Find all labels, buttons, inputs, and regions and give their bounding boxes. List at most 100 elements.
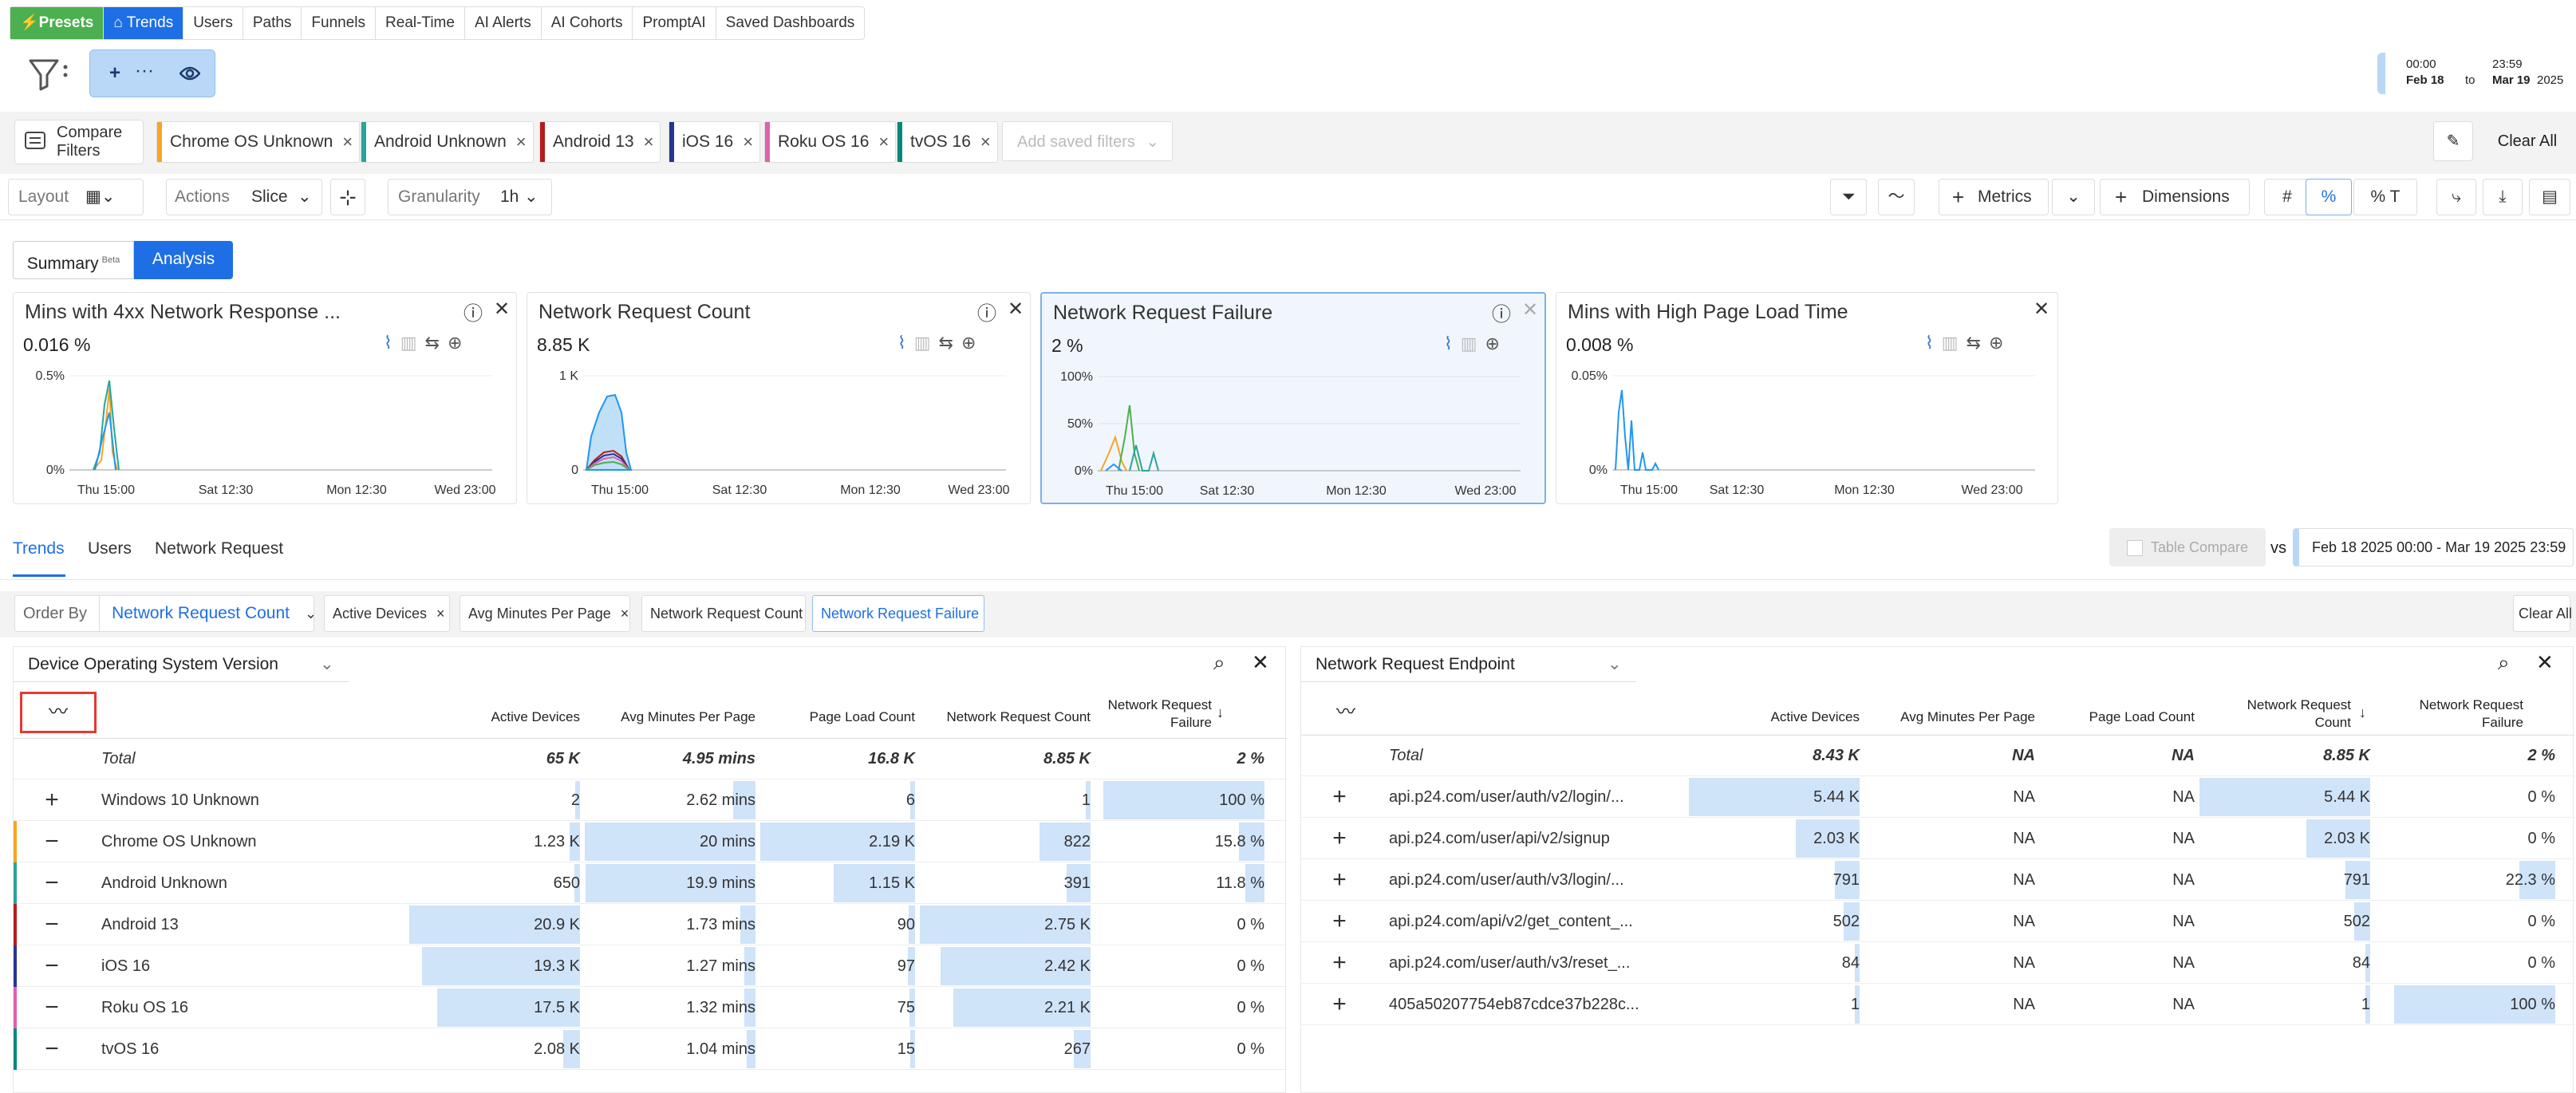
percent-total-mode-button[interactable]: % T [2353, 179, 2417, 215]
column-header[interactable]: Page Load Count [809, 709, 915, 724]
compare-chip[interactable]: Android Unknown × [361, 121, 534, 163]
table-row[interactable]: − Roku OS 16 17.5 K 1.32 mins 75 2.21 K 0 % [14, 987, 1287, 1028]
bar-chart-icon[interactable]: ▥ [913, 333, 931, 353]
column-header[interactable]: Network Request Failure [2419, 697, 2523, 730]
metric-chip[interactable]: Active Devices × [324, 595, 450, 632]
line-chart-icon[interactable]: ⌇ [384, 333, 393, 353]
tab-funnels[interactable]: Funnels [302, 7, 377, 39]
metric-chip[interactable]: Avg Minutes Per Page × [460, 595, 630, 632]
close-icon[interactable]: × [743, 132, 754, 152]
close-icon[interactable]: × [515, 132, 527, 152]
search-icon[interactable]: ⌕ [1213, 650, 1225, 674]
zoom-icon[interactable]: ⊕ [447, 333, 463, 353]
filter-icon[interactable] [24, 49, 72, 97]
column-header[interactable]: Avg Minutes Per Page [621, 709, 755, 724]
compare-chip[interactable]: iOS 16 × [669, 121, 761, 163]
eye-icon[interactable] [179, 65, 201, 87]
expand-icon[interactable]: + [1332, 825, 1347, 851]
column-header[interactable]: Page Load Count [2089, 709, 2195, 724]
collapse-icon[interactable]: − [45, 1036, 59, 1062]
metric-card[interactable]: Mins with 4xx Network Response ... ⓘ ✕ 0… [13, 292, 517, 504]
column-header[interactable]: Network Request Count [2247, 697, 2351, 730]
download-button[interactable]: ⤓ [2483, 179, 2523, 215]
compare-date-range[interactable]: Feb 18 2025 00:00 - Mar 19 2025 23:59 [2293, 528, 2574, 566]
info-icon[interactable]: ⓘ [977, 303, 996, 325]
chart-filter-button[interactable]: ⏷ [1830, 179, 1867, 215]
collapse-icon[interactable]: − [45, 870, 59, 896]
close-icon[interactable]: ✕ [1008, 298, 1024, 320]
checkbox-icon[interactable] [2127, 540, 2143, 557]
sort-icon[interactable]: ↓ [2359, 704, 2366, 720]
collapse-icon[interactable]: − [45, 911, 59, 937]
close-icon[interactable]: × [620, 606, 629, 621]
metric-card[interactable]: Network Request Count ⓘ ✕ 8.85 K ⌇ ▥ ⇆ ⊕ 1 … [527, 292, 1031, 504]
count-mode-button[interactable]: # [2264, 179, 2310, 215]
column-header[interactable]: Avg Minutes Per Page [1900, 709, 2035, 724]
table-row[interactable]: + api.p24.com/user/auth/v2/login/... 5.44 … [1301, 776, 2574, 818]
plus-icon[interactable]: + [109, 62, 121, 84]
bar-chart-icon[interactable]: ▥ [1941, 333, 1959, 353]
metrics-button[interactable]: + Metrics [1939, 179, 2049, 215]
metric-card-selected[interactable]: Network Request Failure ⓘ ✕ 2 % ⌇ ▥ ⊕ 100%… [1040, 292, 1546, 504]
swap-icon[interactable]: ⇆ [424, 333, 440, 353]
slice-select[interactable]: Slice [251, 187, 288, 206]
expand-icon[interactable]: + [1332, 991, 1347, 1017]
bar-chart-icon[interactable]: ▥ [1460, 333, 1477, 353]
close-icon[interactable]: ✕ [2034, 298, 2050, 320]
line-chart-icon[interactable]: ⌇ [1444, 333, 1453, 353]
order-by-control[interactable]: Order By Network Request Count ⌄ [14, 595, 317, 632]
swap-icon[interactable]: ⇆ [1966, 333, 1981, 353]
column-header[interactable]: Network Request Failure [1107, 697, 1212, 730]
tab-trends[interactable]: ⌂ Trends [104, 7, 184, 39]
metric-chip[interactable]: Network Request Count [641, 595, 806, 632]
granularity-select[interactable]: 1h [500, 187, 519, 206]
settings-button[interactable]: ▤ [2529, 179, 2570, 215]
table-row[interactable]: + api.p24.com/user/auth/v3/login/... 791 NA… [1301, 859, 2574, 901]
collapse-icon[interactable]: − [45, 994, 59, 1020]
close-icon[interactable]: ✕ [2536, 650, 2554, 674]
table-row[interactable]: + api.p24.com/user/auth/v3/reset_... 84 NA N… [1301, 942, 2574, 984]
table-row[interactable]: + Windows 10 Unknown 2 2.62 mins 6 1 100 % [14, 779, 1287, 821]
date-range-picker[interactable]: 00:00 Feb 18 to 23:59 Mar 19 2025 [2377, 53, 2569, 94]
table-row[interactable]: + api.p24.com/api/v2/get_content_... 502 NA… [1301, 901, 2574, 942]
info-icon[interactable]: ⓘ [464, 303, 483, 325]
line-chart-icon[interactable]: ⌇ [897, 333, 906, 353]
tab-promptai[interactable]: PromptAI [633, 7, 716, 39]
trend-toggle-button[interactable]: 〰 [1308, 692, 1384, 733]
dimensions-button[interactable]: + Dimensions [2100, 179, 2250, 215]
column-header[interactable]: Active Devices [1770, 709, 1860, 724]
tab-saved-dashboards[interactable]: Saved Dashboards [725, 14, 855, 31]
expand-icon[interactable]: + [45, 787, 59, 813]
tab-presets[interactable]: ⚡Presets [10, 7, 105, 39]
search-icon[interactable]: ⌕ [2498, 650, 2510, 674]
swap-icon[interactable]: ⇆ [938, 333, 953, 353]
table-row[interactable]: − tvOS 16 2.08 K 1.04 mins 15 267 0 % [14, 1028, 1287, 1070]
zoom-icon[interactable]: ⊕ [1988, 333, 2004, 353]
order-by-value[interactable]: Network Request Count [112, 604, 290, 622]
expand-icon[interactable]: + [1332, 908, 1347, 934]
sort-icon[interactable]: ↓ [1217, 704, 1224, 720]
close-icon[interactable]: × [643, 132, 654, 152]
bottom-tab-users[interactable]: Users [88, 539, 132, 558]
bar-chart-icon[interactable]: ▥ [400, 333, 417, 353]
close-icon[interactable]: × [342, 132, 353, 152]
close-icon[interactable]: ✕ [1252, 650, 1269, 674]
info-icon[interactable]: ⓘ [1492, 304, 1511, 326]
summary-tab[interactable]: Summary Beta [13, 241, 134, 279]
clear-all-metrics-button[interactable]: Clear All [2513, 595, 2572, 632]
granularity-control[interactable]: Granularity 1h ⌄ [388, 179, 552, 215]
table-row[interactable]: − Android Unknown 650 19.9 mins 1.15 K 391 11.… [14, 862, 1287, 904]
tab-ai-cohorts[interactable]: AI Cohorts [542, 7, 633, 39]
compare-chip[interactable]: Android 13 × [539, 121, 661, 163]
close-icon[interactable]: ✕ [1522, 299, 1539, 321]
add-saved-filters-select[interactable]: Add saved filters ⌄ [1002, 121, 1173, 161]
add-filter-box[interactable]: + ··· [89, 49, 215, 97]
compare-filters-button[interactable]: Compare Filters [14, 120, 144, 164]
bottom-tab-network-request[interactable]: Network Request [155, 539, 284, 558]
collapse-icon[interactable]: − [45, 828, 59, 854]
percent-mode-button[interactable]: % [2306, 179, 2352, 215]
bottom-tab-trends[interactable]: Trends [13, 539, 65, 558]
column-header[interactable]: Network Request Count [946, 709, 1091, 724]
zoom-icon[interactable]: ⊕ [1485, 333, 1500, 353]
expand-icon[interactable]: + [1332, 783, 1347, 810]
